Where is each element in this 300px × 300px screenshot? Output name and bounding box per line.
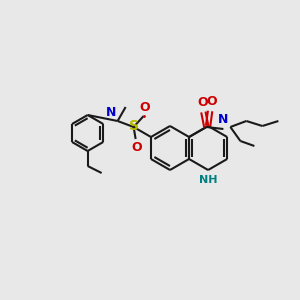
Text: O: O xyxy=(197,96,208,109)
Text: N: N xyxy=(218,113,229,126)
Text: O: O xyxy=(139,101,150,114)
Text: NH: NH xyxy=(199,175,218,185)
Text: S: S xyxy=(129,119,139,133)
Text: O: O xyxy=(131,141,142,154)
Text: O: O xyxy=(207,95,218,108)
Text: N: N xyxy=(106,106,117,119)
